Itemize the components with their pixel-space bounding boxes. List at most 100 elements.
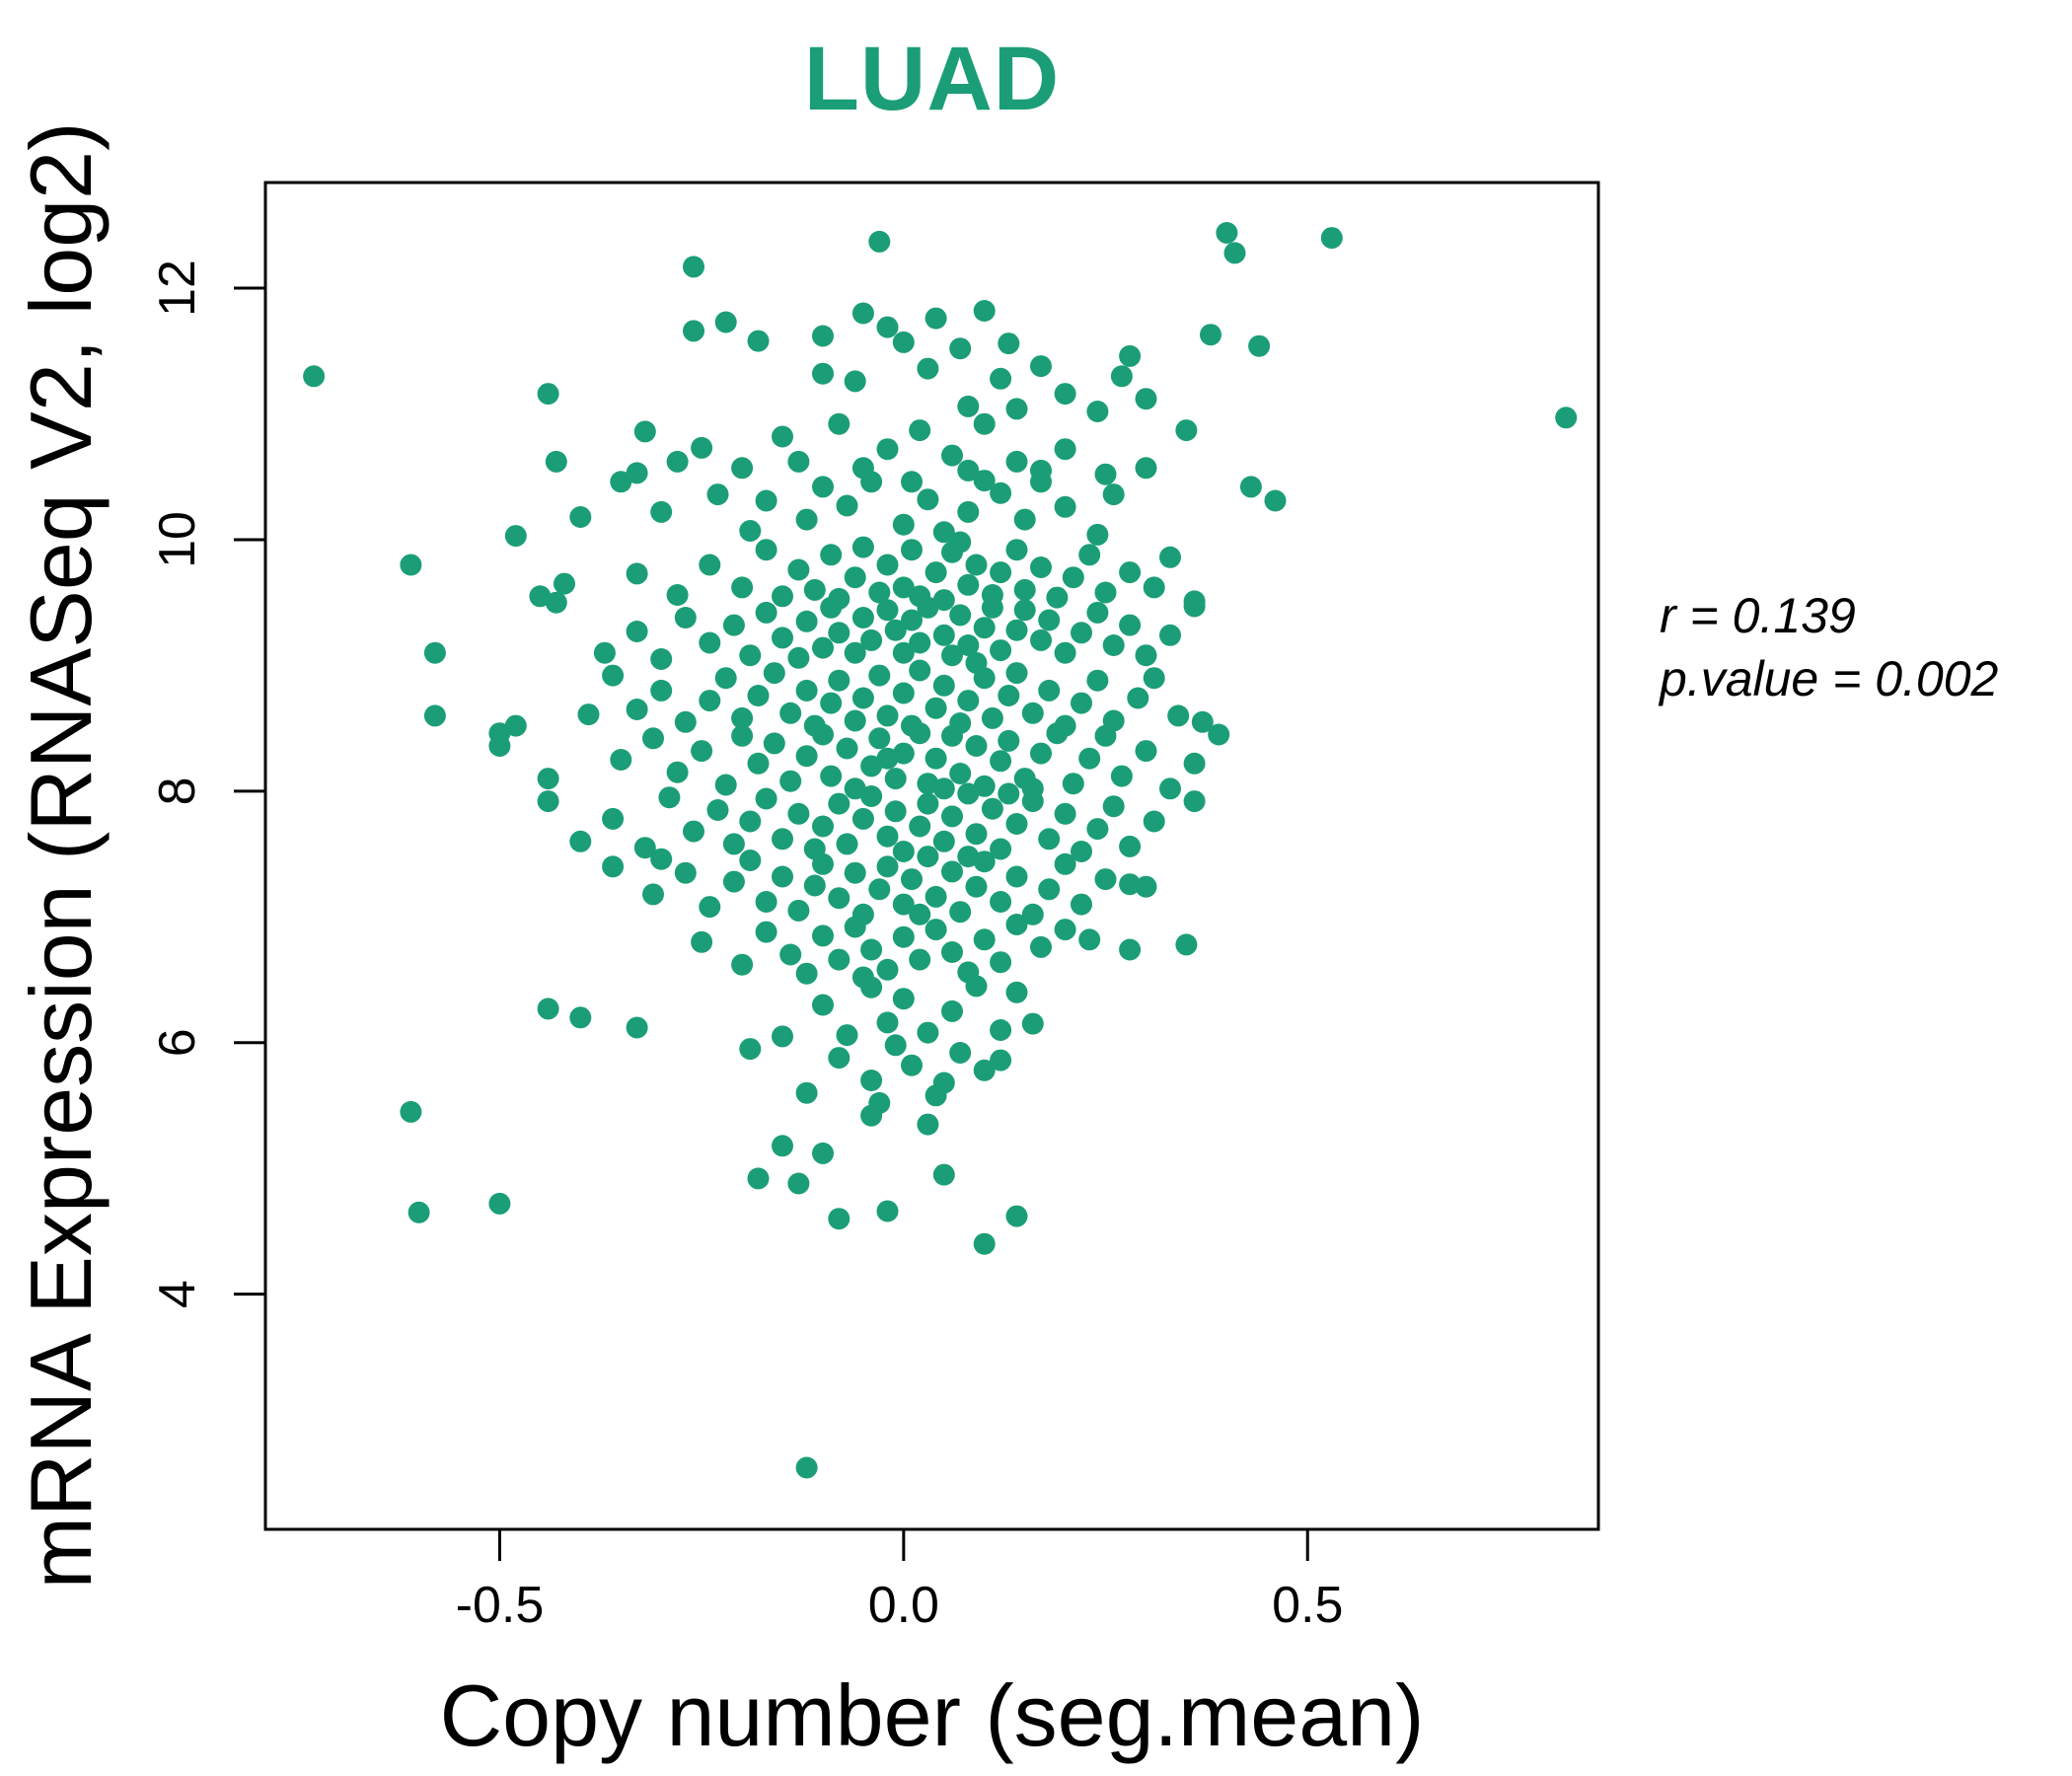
data-point <box>868 230 891 253</box>
data-point <box>925 307 947 330</box>
data-point <box>917 846 939 868</box>
data-point <box>860 629 883 651</box>
data-point <box>860 1070 883 1091</box>
data-point <box>909 722 931 745</box>
data-point <box>683 320 704 342</box>
data-point <box>965 554 988 576</box>
data-point <box>1038 878 1061 901</box>
data-point <box>1054 641 1076 664</box>
data-point <box>925 885 947 908</box>
data-point <box>932 624 955 646</box>
data-point <box>1005 914 1028 935</box>
data-point <box>650 500 673 523</box>
data-point <box>973 667 996 690</box>
data-point <box>1005 398 1028 420</box>
data-point <box>1119 938 1142 961</box>
data-point <box>739 1038 762 1061</box>
data-point <box>932 1072 955 1094</box>
data-point <box>1030 629 1052 651</box>
data-point <box>714 667 737 690</box>
data-point <box>779 770 802 792</box>
data-point <box>755 489 777 512</box>
data-point <box>1135 644 1157 667</box>
data-point <box>941 860 963 883</box>
data-point <box>1127 687 1149 709</box>
data-point <box>1119 561 1142 584</box>
data-point <box>714 311 737 333</box>
data-point <box>932 777 955 800</box>
data-point <box>772 585 793 608</box>
data-point <box>1208 723 1230 746</box>
data-point <box>504 714 527 737</box>
y-tick-label: 12 <box>149 259 206 317</box>
data-point <box>941 724 963 747</box>
data-point <box>1143 810 1165 833</box>
data-point <box>828 412 851 435</box>
data-point <box>1135 740 1157 763</box>
data-point <box>1264 489 1287 512</box>
data-point <box>787 899 810 922</box>
data-point <box>851 607 874 629</box>
data-point <box>892 641 915 664</box>
data-point <box>1071 893 1092 916</box>
data-point <box>990 1049 1012 1072</box>
data-point <box>981 596 1003 619</box>
data-point <box>844 641 866 664</box>
data-point <box>1005 865 1028 888</box>
data-point <box>917 1113 939 1136</box>
data-point <box>772 425 793 448</box>
data-point <box>1086 601 1109 624</box>
data-point <box>851 807 874 830</box>
data-point <box>917 792 939 815</box>
data-point <box>812 925 834 947</box>
data-point <box>925 919 947 941</box>
x-tick-label: 0.5 <box>1272 1577 1343 1634</box>
data-point <box>739 644 762 667</box>
data-point <box>860 1104 883 1127</box>
data-point <box>706 799 729 821</box>
data-point <box>990 1019 1012 1041</box>
data-point <box>932 830 955 852</box>
data-point <box>965 875 988 898</box>
data-point <box>901 539 923 561</box>
data-point <box>820 596 843 619</box>
data-point <box>795 610 818 632</box>
data-point <box>949 531 972 554</box>
data-point <box>1555 407 1578 429</box>
data-point <box>1119 344 1142 367</box>
data-point <box>747 752 770 775</box>
data-point <box>650 679 673 702</box>
data-point <box>1038 828 1061 851</box>
data-point <box>973 617 996 639</box>
data-point <box>892 988 915 1010</box>
data-point <box>1030 471 1052 493</box>
data-point <box>876 958 899 981</box>
data-point <box>1175 933 1198 956</box>
data-point <box>844 370 866 393</box>
data-point <box>1030 742 1052 765</box>
data-point <box>626 699 648 720</box>
r-value-text: r = 0.139 <box>1660 588 1856 643</box>
data-point <box>1054 852 1076 875</box>
data-point <box>1175 419 1198 442</box>
data-point <box>990 838 1012 860</box>
data-point <box>763 662 785 685</box>
data-point <box>787 1172 810 1195</box>
data-point <box>973 412 996 435</box>
data-point <box>1094 724 1117 747</box>
data-point <box>554 572 575 595</box>
data-point <box>1071 841 1092 862</box>
data-point <box>932 674 955 697</box>
data-point <box>1320 227 1343 250</box>
data-point <box>1143 576 1165 599</box>
data-point <box>828 948 851 971</box>
data-point <box>990 891 1012 913</box>
data-point <box>423 641 446 664</box>
data-point <box>1094 581 1117 604</box>
data-point <box>965 975 988 998</box>
data-point <box>981 797 1003 820</box>
data-point <box>949 604 972 627</box>
data-point <box>537 768 559 790</box>
data-point <box>876 554 899 576</box>
data-point <box>1102 795 1125 818</box>
